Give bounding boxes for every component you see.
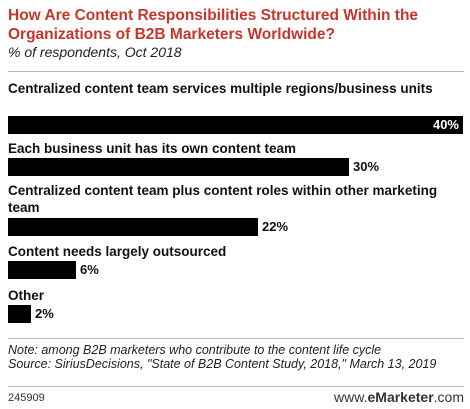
value-label: 40% [432,117,459,132]
value-label: 6% [80,262,99,277]
chart-subtitle: % of respondents, Oct 2018 [8,44,182,60]
bar [8,158,349,176]
site-brand: eMarketer [367,389,434,405]
category-label: Centralized content team plus content ro… [8,183,438,215]
value-label: 22% [262,219,289,234]
source-text: Source: SiriusDecisions, "State of B2B C… [8,357,437,371]
category-label: Centralized content team services multip… [8,81,433,96]
bar [8,218,258,236]
bar [8,261,76,279]
chart-title: How Are Content Responsibilities Structu… [8,7,419,43]
note-text: Note: among B2B marketers who contribute… [8,343,382,357]
value-label: 30% [353,159,380,174]
chart-id: 245909 [8,392,45,404]
chart-note: Note: among B2B marketers who contribute… [8,343,464,371]
top-divider [8,71,464,72]
site-credit[interactable]: www.eMarketer.com [334,389,464,405]
category-label: Content needs largely outsourced [8,244,227,259]
site-prefix: www. [334,389,368,405]
category-label: Each business unit has its own content t… [8,141,297,156]
footer-divider [8,386,464,387]
bar [8,305,31,323]
value-label: 2% [35,306,54,321]
site-suffix: .com [433,389,464,405]
bottom-divider [8,338,464,339]
category-label: Other [8,288,45,303]
bar [8,116,463,134]
